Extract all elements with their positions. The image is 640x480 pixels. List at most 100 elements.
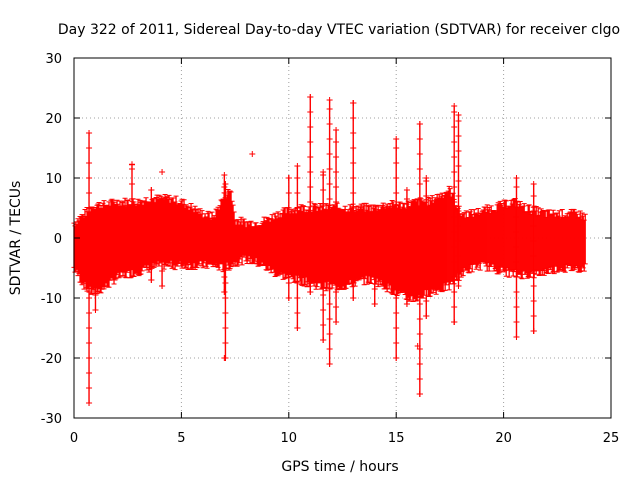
data-point [350, 115, 357, 121]
x-axis-label: GPS time / hours [281, 459, 398, 475]
data-point [307, 94, 314, 100]
data-point [393, 190, 400, 196]
data-point [159, 268, 166, 274]
data-point [320, 337, 327, 343]
data-point [503, 200, 509, 277]
data-point [333, 169, 340, 175]
data-point [451, 244, 458, 250]
data-point [122, 197, 128, 278]
data-point [173, 195, 179, 266]
data-point [513, 184, 520, 190]
data-point [86, 220, 93, 226]
x-tick-label: 10 [281, 431, 298, 446]
data-point [221, 172, 228, 178]
data-point [326, 256, 333, 262]
data-point [423, 223, 430, 229]
data-point [320, 277, 327, 283]
data-point [513, 244, 520, 250]
data-point [189, 208, 195, 269]
data-point [128, 226, 135, 232]
data-point [326, 211, 333, 217]
data-point [86, 160, 93, 166]
data-point [128, 211, 135, 217]
data-point [423, 268, 430, 274]
data-point [451, 199, 458, 205]
y-tick-label: -20 [41, 352, 62, 367]
data-point [148, 277, 155, 283]
data-point [159, 229, 166, 235]
data-point [451, 169, 458, 175]
data-point [199, 210, 205, 267]
data-point [86, 130, 93, 136]
data-point [221, 184, 228, 190]
data-point [455, 253, 462, 259]
data-point [530, 298, 537, 304]
data-point [393, 220, 400, 226]
data-point [285, 235, 292, 241]
outlier-point [451, 319, 458, 325]
data-point [393, 295, 400, 301]
data-point [423, 283, 430, 289]
data-point [143, 197, 149, 269]
data-point [530, 193, 537, 199]
data-point [320, 232, 327, 238]
data-point [307, 169, 314, 175]
data-point [423, 238, 430, 244]
data-point [234, 220, 240, 267]
data-point [513, 214, 520, 220]
data-point [294, 280, 301, 286]
data-point [416, 226, 423, 232]
data-point [326, 151, 333, 157]
data-point [294, 190, 301, 196]
data-point [571, 209, 577, 271]
data-point [393, 340, 400, 346]
data-point [320, 292, 327, 298]
data-point [393, 160, 400, 166]
data-point [101, 200, 107, 290]
chart-title: Day 322 of 2011, Sidereal Day-to-day VTE… [58, 22, 620, 38]
data-point [550, 209, 556, 273]
data-point [530, 208, 537, 214]
data-point [86, 235, 93, 241]
y-tick-label: -10 [41, 292, 62, 307]
data-point [451, 139, 458, 145]
data-point [222, 295, 229, 301]
data-point [416, 331, 423, 337]
outlier-point [416, 391, 423, 397]
data-point [285, 220, 292, 226]
data-point [416, 256, 423, 262]
data-point [326, 316, 333, 322]
data-point [393, 325, 400, 331]
data-point [350, 130, 357, 136]
data-point [294, 163, 301, 169]
data-point [326, 166, 333, 172]
data-point [294, 235, 301, 241]
data-point [497, 200, 503, 272]
y-axis-label: SDTVAR / TECUs [8, 181, 24, 296]
data-point [455, 238, 462, 244]
x-axis-ticks: 0 5 10 15 20 25 [70, 58, 619, 446]
data-point [326, 361, 333, 367]
data-point [268, 218, 274, 274]
data-point [326, 346, 333, 352]
outlier-point [249, 151, 256, 157]
data-point [393, 265, 400, 271]
data-point [320, 187, 327, 193]
outlier-point [414, 343, 421, 349]
data-point [416, 121, 423, 127]
data-point [423, 298, 430, 304]
data-point [326, 97, 333, 103]
data-point [455, 178, 462, 184]
data-point [166, 194, 172, 264]
scatter-points [71, 94, 588, 406]
data-point [416, 211, 423, 217]
data-point [333, 139, 340, 145]
data-point [513, 289, 520, 295]
data-point [221, 229, 228, 235]
data-point [320, 217, 327, 223]
data-point [194, 211, 200, 269]
data-point [451, 103, 458, 109]
data-point [320, 307, 327, 313]
data-point [416, 376, 423, 382]
data-point [222, 235, 229, 241]
